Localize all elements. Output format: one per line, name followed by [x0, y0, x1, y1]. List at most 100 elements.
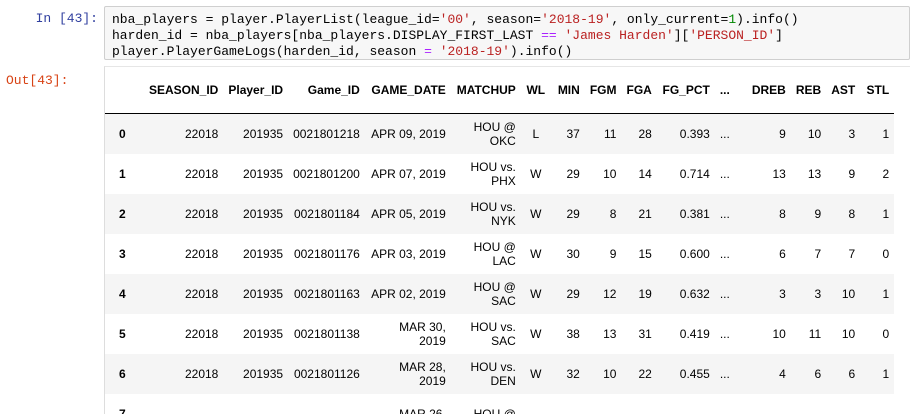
table-row: 0 22018 201935 0021801218 APR 09, 2019 HOU @ …: [105, 113, 895, 154]
row-index: 0: [119, 126, 126, 141]
output-prompt: Out[43]:: [6, 73, 69, 88]
cell-wl: [521, 394, 551, 414]
cell-min: 37: [566, 126, 580, 141]
row-index: 4: [119, 286, 126, 301]
cell-stl: 2: [882, 166, 890, 181]
cell-fg-pct: 0.455: [679, 366, 710, 381]
column-header: Game_ID: [288, 67, 365, 114]
table-row: 5 22018 201935 0021801138 MAR 30, 2019 HOU vs…: [105, 314, 894, 354]
cell-matchup: HOU vs. DEN: [470, 359, 516, 388]
column-header: ...: [714, 67, 747, 114]
cell-wl: L: [532, 126, 540, 141]
column-header: REB: [790, 67, 827, 114]
cell-ell: ...: [719, 206, 730, 221]
cell-fg-pct: 0.381: [679, 206, 710, 221]
cell-stl: 0: [882, 326, 890, 341]
row-index: 7: [119, 406, 126, 414]
cell-fgm: 13: [603, 326, 617, 341]
cell-matchup: HOU vs. SAC: [470, 319, 516, 348]
cell-dreb: 3: [779, 286, 786, 301]
code-cell-input[interactable]: nba_players = player.PlayerList(league_i…: [104, 6, 910, 60]
code-editor[interactable]: nba_players = player.PlayerList(league_i…: [105, 7, 909, 65]
cell-fg-pct: 0.600: [679, 246, 710, 261]
cell-fgm: 10: [603, 166, 617, 181]
cell-min: 32: [566, 366, 580, 381]
table-row: 2 22018 201935 0021801184 APR 05, 2019 HOU vs…: [105, 193, 895, 234]
cell-season-id: 22018: [184, 206, 219, 221]
table-row: 6 22018 201935 0021801126 MAR 28, 2019 HOU vs…: [105, 353, 895, 394]
column-header: FG_PCT: [656, 67, 715, 114]
table-body: 0 22018 201935 0021801218 APR 09, 2019 HOU @ …: [105, 113, 895, 414]
cell-game-date: APR 03, 2019: [371, 246, 446, 261]
cell-stl: 0: [882, 246, 890, 261]
cell-reb: 13: [807, 166, 822, 181]
column-header: DREB: [746, 67, 791, 114]
column-header: FGM: [584, 67, 622, 114]
cell-matchup: HOU @ SAC: [473, 279, 516, 308]
table-row: 3 22018 201935 0021801176 APR 03, 2019 HOU @ …: [105, 234, 894, 274]
cell-game-date: APR 05, 2019: [371, 206, 446, 221]
cell-ell: ...: [719, 126, 730, 141]
cell-min: 38: [566, 326, 580, 341]
cell-game-id: 0021801138: [293, 326, 360, 341]
cell-game-id: 0021801218: [293, 126, 360, 141]
cell-game-date: APR 09, 2019: [371, 126, 446, 141]
cell-reb: 3: [814, 286, 822, 301]
cell-fga: 15: [638, 246, 652, 261]
cell-fga: [621, 394, 656, 414]
cell-game-id: 0021801200: [293, 166, 360, 181]
cell-fgm: [585, 394, 622, 414]
cell-ast: 3: [848, 126, 856, 141]
dataframe-table: SEASON_ID Player_ID Game_ID GAME_DATE MA…: [105, 67, 895, 414]
row-index: 5: [119, 326, 126, 341]
cell-player-id: 201935: [243, 166, 284, 181]
cell-ell: ...: [719, 166, 730, 181]
cell-dreb: 4: [779, 366, 786, 381]
cell-wl: W: [530, 366, 542, 381]
cell-min: 29: [566, 286, 580, 301]
cell-dreb: 9: [779, 126, 786, 141]
column-header: SEASON_ID: [144, 67, 224, 114]
column-header: AST: [826, 67, 861, 114]
cell-matchup: HOU @ LAC: [473, 239, 516, 268]
cell-dreb: 6: [779, 246, 786, 261]
cell-player-id: [223, 394, 288, 414]
column-header: MIN: [550, 67, 585, 114]
code-line-2: harden_id = nba_players[nba_players.DISP…: [112, 28, 783, 43]
cell-wl: W: [530, 286, 542, 301]
cell-wl: W: [530, 206, 542, 221]
cell-ell: [715, 394, 747, 414]
cell-min: 29: [566, 206, 580, 221]
cell-ast: 7: [848, 246, 856, 261]
cell-game-id: [288, 394, 365, 414]
table-row: 4 22018 201935 0021801163 APR 02, 2019 HOU @ …: [105, 273, 895, 314]
column-header: Player_ID: [223, 67, 289, 114]
cell-player-id: 201935: [243, 246, 284, 261]
cell-matchup: HOU @ OKC: [473, 119, 516, 148]
cell-fgm: 12: [603, 286, 617, 301]
cell-ell: ...: [719, 366, 730, 381]
cell-stl: 1: [882, 206, 890, 221]
cell-game-id: 0021801126: [293, 366, 360, 381]
cell-fga: 31: [638, 326, 652, 341]
column-header: FGA: [621, 67, 657, 114]
cell-season-id: 22018: [184, 326, 219, 341]
cell-player-id: 201935: [243, 286, 284, 301]
row-index: 1: [119, 166, 126, 181]
cell-fg-pct: 0.714: [679, 166, 710, 181]
cell-fgm: 8: [609, 206, 617, 221]
cell-ast: 8: [848, 206, 856, 221]
cell-ast: [826, 394, 860, 414]
cell-fgm: 10: [603, 366, 617, 381]
cell-reb: [791, 394, 826, 414]
cell-reb: 11: [808, 326, 822, 341]
cell-fg-pct: 0.632: [679, 286, 710, 301]
cell-game-date: APR 07, 2019: [371, 166, 446, 181]
cell-ast: 9: [848, 166, 856, 181]
cell-game-id: 0021801163: [293, 286, 360, 301]
cell-matchup: HOU vs. NYK: [470, 199, 516, 228]
cell-stl: 1: [882, 366, 890, 381]
cell-fga: 22: [638, 366, 652, 381]
cell-matchup: HOU vs. PHX: [470, 159, 516, 188]
cell-reb: 10: [807, 126, 822, 141]
